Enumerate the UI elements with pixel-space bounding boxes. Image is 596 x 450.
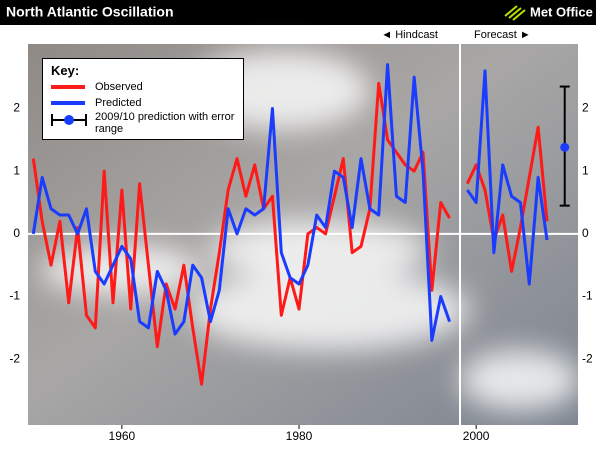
header-title: North Atlantic Oscillation bbox=[6, 4, 174, 20]
y-tick-label-right: -2 bbox=[582, 351, 593, 365]
y-tick-label: 1 bbox=[13, 163, 20, 177]
logo: Met Office bbox=[504, 4, 593, 21]
legend-label: 2009/10 prediction with error range bbox=[95, 111, 235, 135]
legend-item: Predicted bbox=[51, 97, 141, 109]
x-tick-label: 1960 bbox=[109, 429, 136, 443]
y-tick-label: 2 bbox=[13, 101, 20, 115]
y-tick-label: -2 bbox=[9, 351, 20, 365]
series-line bbox=[31, 81, 549, 386]
legend-prediction-swatch bbox=[51, 114, 87, 126]
y-tick-label-right: 2 bbox=[582, 101, 589, 115]
legend-label: Predicted bbox=[95, 97, 142, 109]
y-tick-label-right: 0 bbox=[582, 226, 589, 240]
logo-text: Met Office bbox=[530, 4, 593, 19]
y-tick-label: 0 bbox=[13, 226, 20, 240]
forecast-label: Forecast ► bbox=[474, 29, 531, 41]
legend-label: Observed bbox=[95, 81, 143, 93]
legend: Key: Observed Predicted 2009/10 predicti… bbox=[42, 58, 244, 140]
header-bar bbox=[0, 0, 596, 25]
hindcast-label: ◄ Hindcast bbox=[381, 29, 438, 41]
legend-swatch bbox=[51, 101, 85, 105]
legend-item: Observed bbox=[51, 81, 143, 93]
y-tick-label-right: -1 bbox=[582, 289, 593, 303]
legend-title: Key: bbox=[51, 63, 80, 78]
series-line bbox=[31, 63, 549, 342]
x-tick-label: 1980 bbox=[286, 429, 313, 443]
plot: -2 -2 -1 -1 0 0 1 1 2 2 1960 1980 2000 bbox=[9, 63, 593, 443]
y-tick-label-right: 1 bbox=[582, 163, 589, 177]
legend-swatch bbox=[51, 85, 85, 89]
y-tick-label: -1 bbox=[9, 289, 20, 303]
x-tick-label: 2000 bbox=[463, 429, 490, 443]
prediction-point bbox=[560, 142, 570, 152]
